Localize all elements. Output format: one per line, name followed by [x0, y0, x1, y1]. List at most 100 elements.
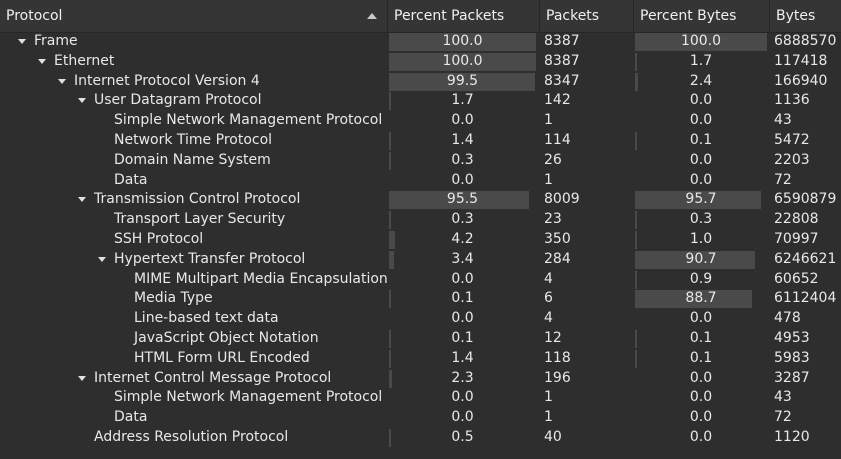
table-row[interactable]: Frame 100.0 8387 100.0 6888570 [0, 32, 841, 52]
percent-bytes-cell: 88.7 [634, 289, 768, 309]
bytes-cell: 5983 [774, 349, 810, 366]
percent-packets-cell: 3.4 [388, 250, 537, 270]
table-row[interactable]: Data 0.0 1 0.0 72 [0, 171, 841, 191]
column-header-percent-bytes[interactable]: Percent Bytes [634, 0, 770, 32]
percent-packets-cell: 0.1 [388, 289, 537, 309]
table-row[interactable]: Transport Layer Security 0.3 23 0.3 22808 [0, 210, 841, 230]
protocol-name: Media Type [134, 290, 213, 307]
packets-cell: 284 [544, 250, 571, 267]
expanded-arrow-icon[interactable] [58, 78, 66, 84]
percent-packets-cell-value: 4.2 [451, 231, 474, 247]
table-row[interactable]: Media Type 0.1 6 88.7 6112404 [0, 289, 841, 309]
percent-bytes-cell-value: 88.7 [685, 290, 717, 307]
percent-packets-cell: 0.0 [388, 309, 537, 329]
column-header-packets[interactable]: Packets [540, 0, 634, 32]
table-row[interactable]: Domain Name System 0.3 26 0.0 2203 [0, 151, 841, 171]
bytes-cell: 6246621 [774, 250, 837, 267]
percent-packets-cell-bar [389, 250, 394, 269]
packets-cell: 6 [544, 290, 553, 307]
table-row[interactable]: JavaScript Object Notation 0.1 12 0.1 4953 [0, 329, 841, 349]
table-row[interactable]: MIME Multipart Media Encapsulation 0.0 4 0.… [0, 270, 841, 290]
table-row[interactable]: Address Resolution Protocol 0.5 40 0.0 1120 [0, 428, 841, 448]
packets-cell: 8347 [544, 72, 580, 89]
percent-packets-cell: 0.0 [388, 171, 537, 191]
percent-packets-cell: 0.0 [388, 111, 537, 131]
percent-bytes-cell-value: 0.0 [689, 171, 713, 188]
percent-packets-cell: 95.5 [388, 190, 537, 210]
percent-bytes-cell-value: 0.0 [689, 151, 713, 168]
table-row[interactable]: Data 0.0 1 0.0 72 [0, 408, 841, 428]
percent-packets-cell: 0.3 [388, 210, 537, 230]
percent-bytes-cell-value: 0.0 [689, 389, 713, 406]
percent-bytes-cell-value: 0.3 [689, 211, 713, 228]
column-header-bytes-label: Bytes [776, 8, 816, 24]
percent-packets-cell: 1.4 [388, 349, 537, 369]
column-header-protocol[interactable]: Protocol [0, 0, 388, 32]
percent-bytes-cell: 0.0 [634, 309, 768, 329]
expanded-arrow-icon[interactable] [18, 39, 26, 44]
column-header-protocol-label: Protocol [6, 8, 63, 24]
column-header-packets-label: Packets [546, 8, 600, 24]
percent-bytes-cell: 0.0 [634, 388, 768, 408]
percent-packets-cell-bar [389, 349, 392, 368]
percent-packets-cell: 100.0 [388, 52, 537, 72]
protocol-cell: Simple Network Management Protocol [0, 111, 387, 131]
bytes-cell: 72 [774, 409, 792, 426]
percent-bytes-cell: 1.0 [634, 230, 768, 250]
table-row[interactable]: Simple Network Management Protocol 0.0 1 0.… [0, 388, 841, 408]
protocol-cell: Hypertext Transfer Protocol [0, 250, 387, 270]
table-row[interactable]: Internet Control Message Protocol 2.3 196 0… [0, 369, 841, 389]
percent-packets-cell: 0.0 [388, 388, 537, 408]
table-row[interactable]: Simple Network Management Protocol 0.0 1 0.… [0, 111, 841, 131]
packets-cell: 1 [544, 409, 553, 426]
percent-bytes-cell-bar [635, 270, 637, 289]
percent-bytes-cell: 2.4 [634, 72, 768, 92]
table-body: Frame 100.0 8387 100.0 6888570 Ethernet 100.0 8… [0, 32, 841, 459]
percent-packets-cell-value: 100.0 [442, 33, 483, 49]
percent-bytes-cell: 0.3 [634, 210, 768, 230]
table-row[interactable]: Hypertext Transfer Protocol 3.4 284 90.7 624… [0, 250, 841, 270]
expanded-arrow-icon[interactable] [38, 58, 46, 64]
protocol-cell: JavaScript Object Notation [0, 329, 387, 349]
table-row[interactable]: User Datagram Protocol 1.7 142 0.0 1136 [0, 91, 841, 111]
protocol-cell: Internet Control Message Protocol [0, 369, 387, 389]
protocol-name: Hypertext Transfer Protocol [114, 250, 306, 267]
column-header-percent-packets[interactable]: Percent Packets [388, 0, 540, 32]
packets-cell: 142 [544, 92, 571, 109]
bytes-cell: 4953 [774, 330, 810, 346]
percent-bytes-cell-value: 1.0 [689, 231, 713, 247]
bytes-cell: 60652 [774, 270, 819, 287]
table-row[interactable]: SSH Protocol 4.2 350 1.0 70997 [0, 230, 841, 250]
packets-cell: 4 [544, 310, 553, 327]
table-row[interactable]: HTML Form URL Encoded 1.4 118 0.1 5983 [0, 349, 841, 369]
percent-bytes-cell-bar [635, 290, 753, 309]
packets-cell: 8387 [544, 52, 580, 69]
table-row[interactable]: Line-based text data 0.0 4 0.0 478 [0, 309, 841, 329]
protocol-cell: Network Time Protocol [0, 131, 387, 151]
table-row[interactable]: Internet Protocol Version 4 99.5 8347 2.4 16… [0, 72, 841, 92]
percent-bytes-cell: 0.0 [634, 428, 768, 448]
expanded-arrow-icon[interactable] [78, 375, 86, 381]
percent-bytes-cell-bar [635, 33, 767, 51]
protocol-name: Internet Protocol Version 4 [74, 72, 260, 89]
percent-packets-cell-value: 99.5 [446, 72, 479, 89]
percent-packets-cell-bar [389, 211, 391, 230]
table-header: Protocol Percent Packets Packets Percent… [0, 0, 841, 33]
protocol-name: User Datagram Protocol [94, 92, 262, 109]
expanded-arrow-icon[interactable] [98, 256, 106, 262]
protocol-cell: HTML Form URL Encoded [0, 349, 387, 369]
percent-bytes-cell-value: 0.0 [689, 369, 713, 386]
percent-packets-cell-bar [389, 52, 536, 71]
protocol-cell: Frame [0, 32, 387, 52]
percent-packets-cell: 1.7 [388, 91, 537, 111]
percent-bytes-cell-value: 0.1 [689, 330, 713, 346]
table-row[interactable]: Ethernet 100.0 8387 1.7 117418 [0, 52, 841, 72]
expanded-arrow-icon[interactable] [78, 197, 86, 203]
table-row[interactable]: Transmission Control Protocol 95.5 8009 95.… [0, 190, 841, 210]
column-header-bytes[interactable]: Bytes [770, 0, 841, 32]
bytes-cell: 166940 [774, 72, 828, 89]
expanded-arrow-icon[interactable] [78, 98, 86, 104]
table-row[interactable]: Network Time Protocol 1.4 114 0.1 5472 [0, 131, 841, 151]
percent-bytes-cell-value: 0.0 [689, 92, 713, 109]
